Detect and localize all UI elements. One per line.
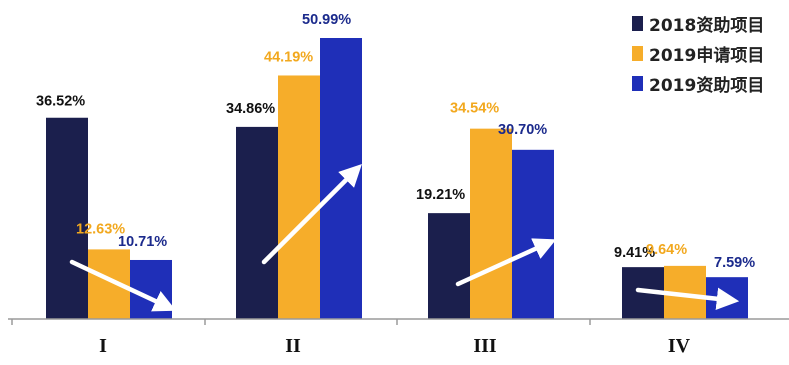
value-label-2018-funded-iii: 19.21% bbox=[416, 187, 465, 203]
value-label-2018-funded-ii: 34.86% bbox=[226, 101, 275, 117]
value-label-2019-funded-i: 10.71% bbox=[118, 234, 167, 250]
bar-2019-applied-ii bbox=[278, 75, 320, 319]
category-label-iv: IV bbox=[668, 335, 691, 357]
value-label-2019-funded-iii: 30.70% bbox=[498, 122, 547, 138]
legend-swatch-2019-funded bbox=[632, 75, 643, 91]
bar-2019-funded-iii bbox=[512, 149, 554, 319]
legend: 2018资助项目 2019申请项目 2019资助项目 bbox=[632, 8, 782, 98]
value-label-2019-applied-i: 12.63% bbox=[76, 221, 125, 237]
category-labels: I II III IV bbox=[99, 335, 691, 357]
value-label-2019-applied-iii: 34.54% bbox=[450, 101, 499, 117]
category-label-ii: II bbox=[285, 335, 301, 357]
trend-arrow-iii bbox=[455, 238, 557, 287]
legend-item-2019-applied: 2019申请项目 bbox=[632, 38, 782, 68]
value-label-2019-applied-ii: 44.19% bbox=[264, 49, 313, 65]
bar-2018-funded-ii bbox=[236, 126, 278, 319]
value-labels-layer: 36.52% 12.63%10.71% 34.86% 44.19% 50.99% 19.2… bbox=[36, 12, 755, 271]
legend-item-2019-funded: 2019资助项目 bbox=[632, 68, 782, 98]
category-label-iii: III bbox=[473, 335, 497, 357]
trend-arrows-layer bbox=[69, 164, 740, 312]
legend-label-2018-funded: 2018资助项目 bbox=[649, 15, 765, 36]
category-label-i: I bbox=[99, 335, 107, 357]
legend-label-2019-applied: 2019申请项目 bbox=[649, 45, 765, 66]
value-label-2019-funded-iv: 7.59% bbox=[714, 255, 755, 271]
trend-arrow-iv bbox=[635, 287, 740, 310]
legend-swatch-2019-applied bbox=[632, 45, 643, 61]
value-label-2019-funded-ii: 50.99% bbox=[302, 12, 351, 28]
legend-item-2018-funded: 2018资助项目 bbox=[632, 8, 782, 38]
bar-2019-funded-i bbox=[130, 259, 172, 319]
bar-2018-funded-i bbox=[46, 117, 88, 320]
bar-2019-applied-iii bbox=[470, 128, 512, 319]
legend-swatch-2018-funded bbox=[632, 15, 643, 31]
legend-label-2019-funded: 2019资助项目 bbox=[649, 75, 765, 96]
value-label-2018-funded-i: 36.52% bbox=[36, 94, 85, 110]
value-label-2019-applied-iv: 9.64% bbox=[646, 242, 687, 258]
bar-2018-funded-iii bbox=[428, 213, 470, 319]
trend-arrow-i bbox=[69, 259, 177, 312]
value-label-2018-funded-iv: 9.41% bbox=[614, 245, 655, 261]
trend-arrow-ii bbox=[261, 164, 362, 265]
x-axis-ticks bbox=[11, 319, 591, 325]
bar-2019-funded-ii bbox=[320, 38, 362, 319]
